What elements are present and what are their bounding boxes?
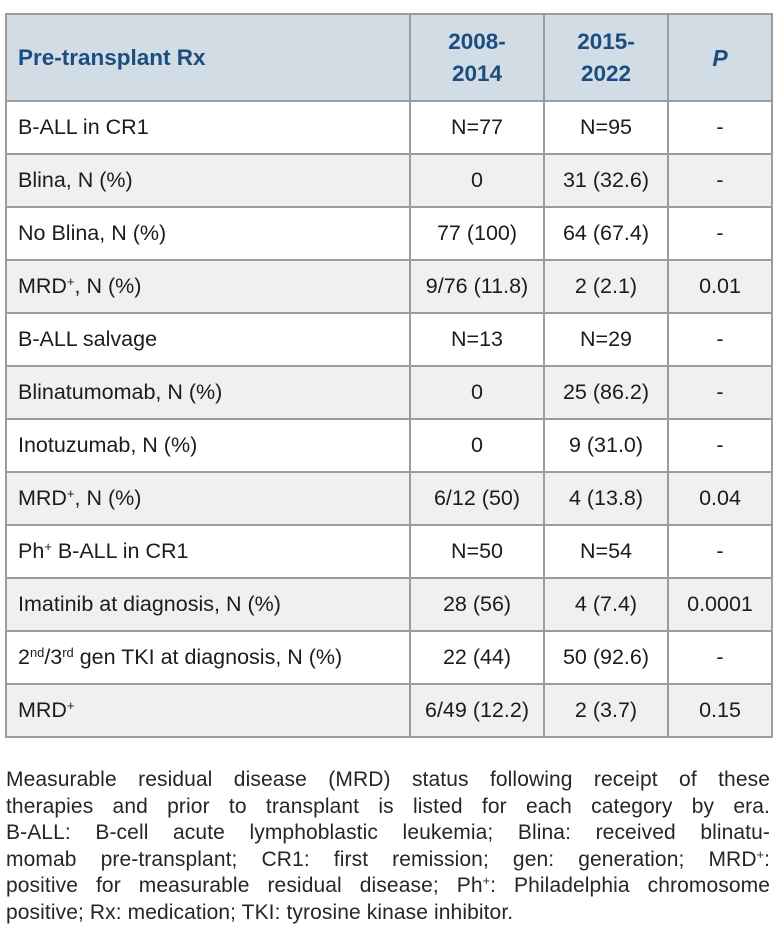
header-era-2015-2022: 2015- 2022 — [543, 13, 669, 102]
era1-value-cell: 28 (56) — [409, 577, 545, 632]
row-label-cell: 2nd/3rd gen TKI at diagnosis, N (%) — [5, 630, 411, 685]
row-label-cell: Imatinib at diagnosis, N (%) — [5, 577, 411, 632]
era2-value-cell: 31 (32.6) — [543, 153, 669, 208]
row-label-cell: B-ALL salvage — [5, 312, 411, 367]
pretransplant-table: Pre-transplant Rx 2008- 2014 2015- 2022 P … — [5, 13, 773, 738]
table-row: MRD+, N (%) 9/76 (11.8) 2 (2.1) 0.01 — [5, 259, 773, 314]
p-value-cell: - — [667, 100, 773, 155]
era1-value-cell: 6/49 (12.2) — [409, 683, 545, 738]
footnote-line: B-ALL: B-cell acute lymphoblastic leukem… — [6, 821, 770, 845]
table-row: B-ALL in CR1 N=77 N=95 - — [5, 100, 773, 155]
row-label-cell: Blina, N (%) — [5, 153, 411, 208]
table-row: Blina, N (%) 0 31 (32.6) - — [5, 153, 773, 208]
p-value-cell: - — [667, 206, 773, 261]
p-value-cell: - — [667, 312, 773, 367]
p-value-cell: - — [667, 630, 773, 685]
footnote-line: positive; Rx: medication; TKI: tyrosine … — [6, 900, 514, 924]
era1-value-cell: N=13 — [409, 312, 545, 367]
row-label-cell: MRD+, N (%) — [5, 471, 411, 526]
table-row: Blinatumomab, N (%) 0 25 (86.2) - — [5, 365, 773, 420]
era2-value-cell: 9 (31.0) — [543, 418, 669, 473]
era2-value-cell: N=95 — [543, 100, 669, 155]
row-label-cell: Ph+ B-ALL in CR1 — [5, 524, 411, 579]
row-label-cell: Blinatumomab, N (%) — [5, 365, 411, 420]
era1-value-cell: 6/12 (50) — [409, 471, 545, 526]
era2-value-cell: 4 (13.8) — [543, 471, 669, 526]
era1-value-cell: N=50 — [409, 524, 545, 579]
table-row: MRD+ 6/49 (12.2) 2 (3.7) 0.15 — [5, 683, 773, 738]
row-label-cell: Inotuzumab, N (%) — [5, 418, 411, 473]
era2-value-cell: N=54 — [543, 524, 669, 579]
era1-value-cell: 9/76 (11.8) — [409, 259, 545, 314]
footnote-line: therapies and prior to transplant is lis… — [6, 794, 770, 818]
header-row: Pre-transplant Rx 2008- 2014 2015- 2022 P — [5, 13, 773, 102]
era2-value-cell: 25 (86.2) — [543, 365, 669, 420]
table-row: Imatinib at diagnosis, N (%) 28 (56) 4 (… — [5, 577, 773, 632]
table-body: B-ALL in CR1 N=77 N=95 - Blina, N (%) 0 … — [5, 100, 773, 738]
footnote-line: Measurable residual disease (MRD) status… — [6, 768, 770, 791]
era2-value-cell: 2 (3.7) — [543, 683, 669, 738]
era2-value-cell: N=29 — [543, 312, 669, 367]
p-value-cell: 0.01 — [667, 259, 773, 314]
era2-value-cell: 2 (2.1) — [543, 259, 669, 314]
table-row: MRD+, N (%) 6/12 (50) 4 (13.8) 0.04 — [5, 471, 773, 526]
p-value-cell: - — [667, 524, 773, 579]
footnote-line: momab pre-transplant; CR1: first remissi… — [6, 847, 770, 871]
row-label-cell: MRD+, N (%) — [5, 259, 411, 314]
p-value-cell: 0.15 — [667, 683, 773, 738]
p-value-cell: 0.0001 — [667, 577, 773, 632]
era1-value-cell: N=77 — [409, 100, 545, 155]
footnote-line: positive for measurable residual disease… — [6, 874, 771, 898]
header-era-2008-2014: 2008- 2014 — [409, 13, 545, 102]
table-row: Inotuzumab, N (%) 0 9 (31.0) - — [5, 418, 773, 473]
page: Pre-transplant Rx 2008- 2014 2015- 2022 P … — [0, 13, 777, 937]
era1-value-cell: 77 (100) — [409, 206, 545, 261]
header-p-value: P — [667, 13, 773, 102]
era1-value-cell: 0 — [409, 153, 545, 208]
row-label-cell: No Blina, N (%) — [5, 206, 411, 261]
row-label-cell: MRD+ — [5, 683, 411, 738]
era1-value-cell: 0 — [409, 365, 545, 420]
era2-value-cell: 64 (67.4) — [543, 206, 669, 261]
p-value-cell: - — [667, 153, 773, 208]
p-value-cell: - — [667, 418, 773, 473]
p-value-cell: - — [667, 365, 773, 420]
p-value-cell: 0.04 — [667, 471, 773, 526]
era2-value-cell: 4 (7.4) — [543, 577, 669, 632]
footnote: Measurable residual disease (MRD) status… — [6, 767, 770, 927]
table-row: No Blina, N (%) 77 (100) 64 (67.4) - — [5, 206, 773, 261]
header-pretransplant-rx: Pre-transplant Rx — [5, 13, 411, 102]
table-row: 2nd/3rd gen TKI at diagnosis, N (%) 22 (… — [5, 630, 773, 685]
era2-value-cell: 50 (92.6) — [543, 630, 669, 685]
era1-value-cell: 22 (44) — [409, 630, 545, 685]
table-row: Ph+ B-ALL in CR1 N=50 N=54 - — [5, 524, 773, 579]
row-label-cell: B-ALL in CR1 — [5, 100, 411, 155]
table-row: B-ALL salvage N=13 N=29 - — [5, 312, 773, 367]
era1-value-cell: 0 — [409, 418, 545, 473]
